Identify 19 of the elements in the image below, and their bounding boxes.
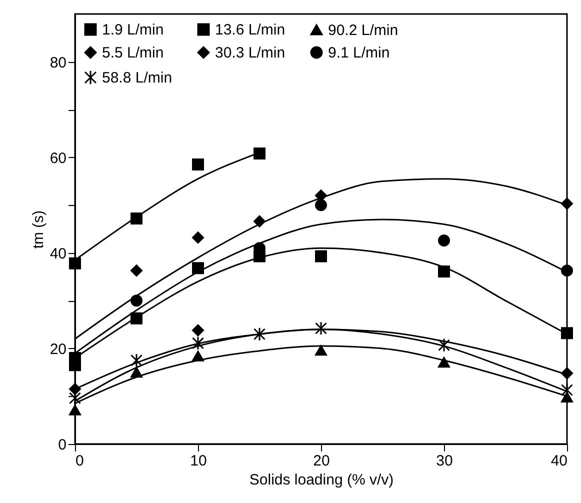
- x-tick-label: 30: [436, 452, 453, 470]
- y-tick-label: 40: [50, 245, 66, 262]
- legend-label: 5.5 L/min: [102, 44, 164, 62]
- y-tick-label: 60: [50, 150, 66, 167]
- y-tick-label: 80: [50, 54, 66, 72]
- x-axis-title: Solids loading (% v/v): [249, 472, 394, 488]
- legend-label: 9.1 L/min: [328, 44, 390, 62]
- legend-label: 1.9 L/min: [102, 22, 164, 39]
- x-tick-label: 0: [76, 452, 84, 470]
- legend-label: 90.2 L/min: [328, 22, 398, 39]
- legend-label: 13.6 L/min: [215, 22, 286, 39]
- x-tick-label: 40: [550, 452, 568, 470]
- x-tick-label: 10: [190, 452, 207, 470]
- y-axis-title: tm (s): [30, 210, 47, 249]
- y-tick-label: 0: [58, 436, 66, 454]
- y-tick-label: 20: [50, 340, 66, 358]
- legend-label: 58.8 L/min: [102, 70, 172, 86]
- x-tick-label: 20: [313, 452, 330, 470]
- legend-label: 30.3 L/min: [215, 44, 286, 62]
